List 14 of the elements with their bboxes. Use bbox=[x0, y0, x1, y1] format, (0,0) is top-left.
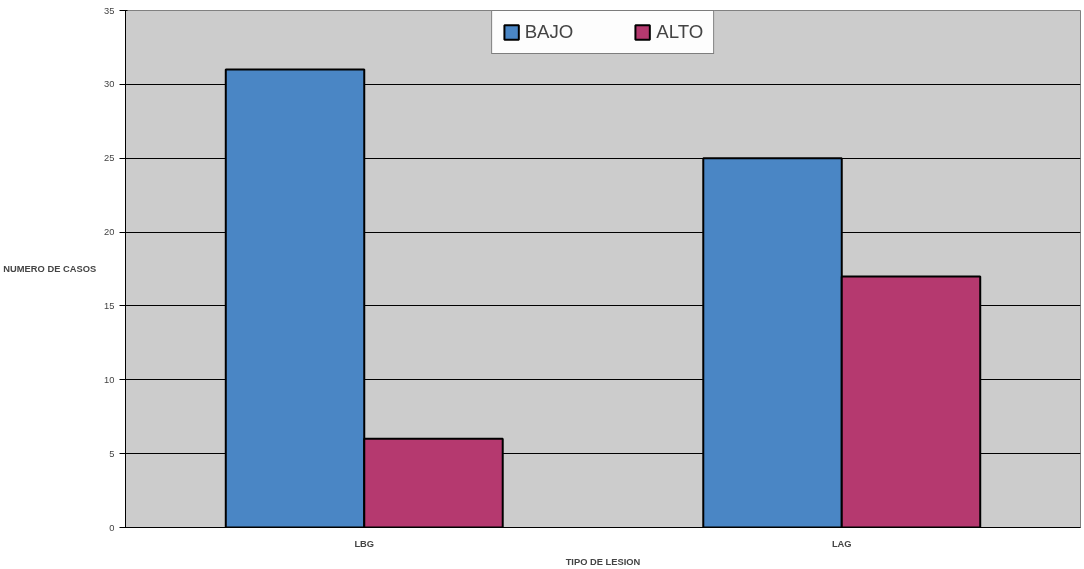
y-tick-label: 15 bbox=[104, 300, 115, 311]
y-tick-label: 10 bbox=[104, 374, 115, 385]
y-tick-label: 20 bbox=[104, 227, 115, 238]
legend-label: ALTO bbox=[656, 21, 704, 43]
x-tick-label: LAG bbox=[831, 538, 852, 549]
y-tick-label: 5 bbox=[109, 448, 115, 459]
y-tick-label: 35 bbox=[104, 5, 115, 16]
y-axis-title: NUMERO DE CASOS bbox=[3, 264, 97, 274]
y-tick-label: 30 bbox=[104, 79, 115, 90]
legend-label: BAJO bbox=[524, 21, 574, 43]
y-tick-label: 0 bbox=[109, 522, 115, 533]
x-tick-label: LBG bbox=[354, 538, 375, 549]
y-tick-label: 25 bbox=[104, 153, 115, 164]
x-axis-title: TIPO DE LESION bbox=[565, 556, 641, 567]
